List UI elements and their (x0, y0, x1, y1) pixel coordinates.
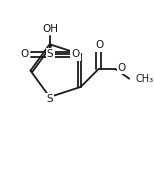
Text: OH: OH (42, 24, 58, 34)
Text: O: O (72, 49, 80, 59)
Text: O: O (20, 49, 29, 59)
Text: O: O (118, 63, 126, 73)
Text: S: S (46, 94, 53, 104)
Text: S: S (47, 49, 53, 59)
Text: O: O (95, 40, 103, 50)
Text: CH₃: CH₃ (135, 74, 154, 84)
